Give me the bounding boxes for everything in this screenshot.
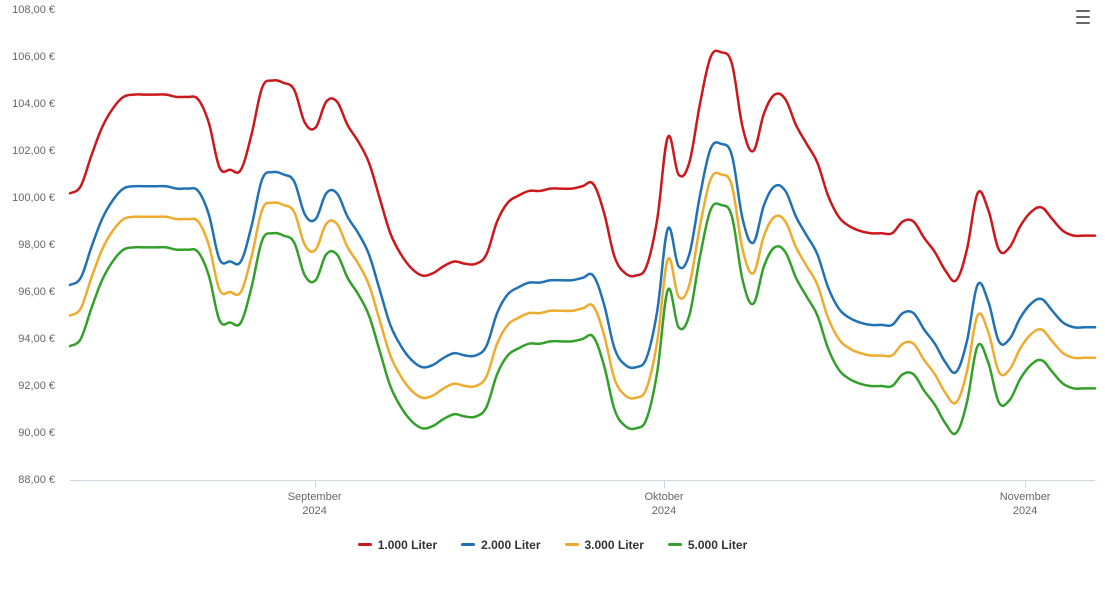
legend-label: 1.000 Liter [378,538,437,552]
legend-label: 3.000 Liter [585,538,644,552]
legend-item[interactable]: 3.000 Liter [565,538,644,552]
legend-item[interactable]: 2.000 Liter [461,538,540,552]
legend-swatch [668,543,682,546]
series-line [70,51,1095,282]
chart-plot-area [0,0,1105,602]
legend-swatch [461,543,475,546]
price-chart: 88,00 €90,00 €92,00 €94,00 €96,00 €98,00… [0,0,1105,602]
legend-swatch [358,543,372,546]
series-line [70,203,1095,434]
legend-swatch [565,543,579,546]
legend-item[interactable]: 5.000 Liter [668,538,747,552]
legend-label: 2.000 Liter [481,538,540,552]
series-line [70,173,1095,404]
legend-label: 5.000 Liter [688,538,747,552]
chart-legend: 1.000 Liter 2.000 Liter 3.000 Liter 5.000 L… [0,535,1105,552]
legend-item[interactable]: 1.000 Liter [358,538,437,552]
